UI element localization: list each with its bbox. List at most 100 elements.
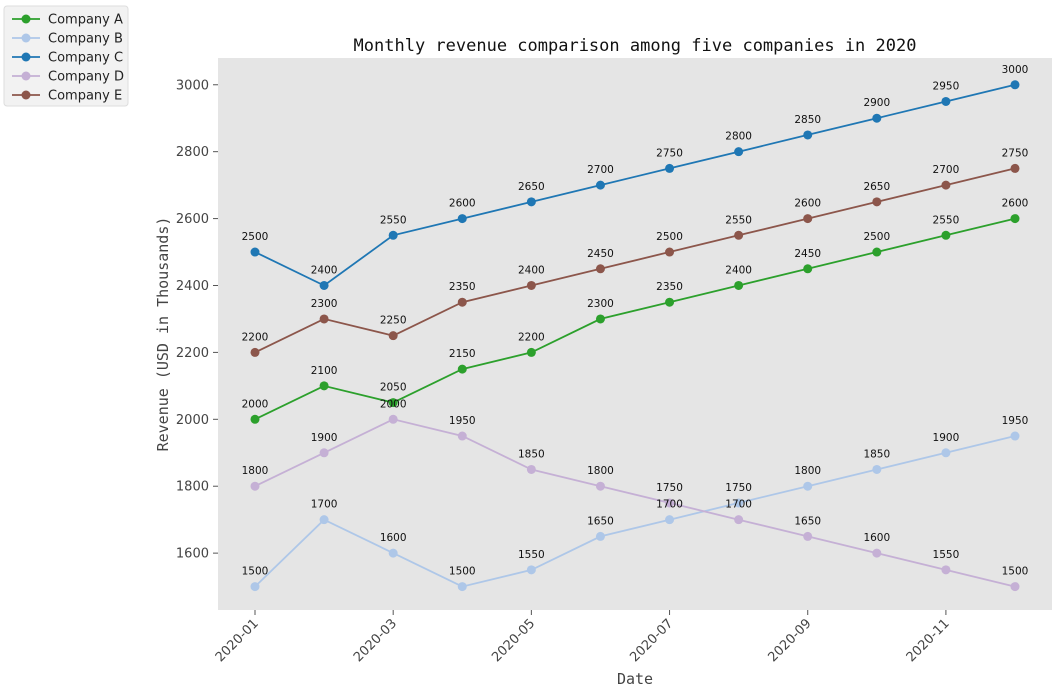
data-label-company-c: 2850 <box>794 114 821 126</box>
point-company-e <box>388 331 398 341</box>
data-label-company-a: 2300 <box>587 298 614 310</box>
point-company-c <box>941 96 951 106</box>
point-company-b <box>1010 431 1020 441</box>
data-label-company-e: 2700 <box>933 164 960 176</box>
point-company-a <box>803 264 813 274</box>
data-label-company-b: 1700 <box>656 499 683 511</box>
point-company-a <box>526 347 536 357</box>
point-company-d <box>872 548 882 558</box>
series-line-company-a <box>254 217 1016 421</box>
y-axis: 1600 1800 2000 2200 2400 2600 2800 3000 <box>176 78 218 562</box>
point-company-d <box>734 515 744 525</box>
data-label-company-b: 1700 <box>311 499 338 511</box>
legend-marker-company-c <box>21 52 31 62</box>
point-company-c <box>1010 80 1020 90</box>
point-company-c <box>526 197 536 207</box>
x-tick-label: 2020-03 <box>351 616 400 665</box>
point-company-c <box>319 280 329 290</box>
x-axis-label: Date <box>617 670 653 688</box>
data-label-company-d: 2000 <box>380 398 407 410</box>
point-company-a <box>1010 214 1020 224</box>
data-label-company-a: 2200 <box>518 331 545 343</box>
data-label-company-e: 2200 <box>242 331 269 343</box>
point-company-b <box>665 515 675 525</box>
point-company-e <box>872 197 882 207</box>
legend-label-company-c: Company C <box>48 51 123 66</box>
series-layer <box>250 80 1020 592</box>
data-label-company-b: 1850 <box>863 448 890 460</box>
point-company-d <box>457 431 467 441</box>
data-label-company-d: 1850 <box>518 448 545 460</box>
legend-marker-company-e <box>21 90 31 100</box>
data-label-company-e: 2450 <box>587 248 614 260</box>
x-tick-label: 2020-11 <box>904 616 953 665</box>
point-company-b <box>457 582 467 592</box>
series-line-company-c <box>254 83 1016 287</box>
data-label-company-c: 2950 <box>933 80 960 92</box>
point-company-a <box>734 280 744 290</box>
data-label-company-d: 1700 <box>725 499 752 511</box>
data-label-company-c: 2400 <box>311 264 338 276</box>
y-tick-label: 2200 <box>176 346 209 361</box>
data-label-company-d: 1750 <box>656 482 683 494</box>
point-company-d <box>803 531 813 541</box>
data-label-company-b: 1900 <box>933 432 960 444</box>
data-label-company-b: 1650 <box>587 515 614 527</box>
data-label-company-d: 1550 <box>933 549 960 561</box>
y-tick-label: 1800 <box>176 480 209 495</box>
point-company-a <box>872 247 882 257</box>
data-label-company-e: 2750 <box>1002 147 1029 159</box>
x-tick-label: 2020-09 <box>766 616 815 665</box>
data-label-company-a: 2100 <box>311 365 338 377</box>
data-label-company-e: 2600 <box>794 198 821 210</box>
point-company-d <box>595 481 605 491</box>
point-company-d <box>665 498 675 508</box>
point-company-c <box>872 113 882 123</box>
point-company-d <box>319 448 329 458</box>
legend: Company A Company B Company C Company D Comp… <box>3 5 129 107</box>
y-tick-label: 2400 <box>176 279 209 294</box>
data-label-company-e: 2400 <box>518 264 545 276</box>
data-label-company-a: 2600 <box>1002 198 1029 210</box>
data-label-company-a: 2500 <box>863 231 890 243</box>
data-label-company-a: 2550 <box>933 214 960 226</box>
point-company-d <box>941 565 951 575</box>
data-label-company-d: 1900 <box>311 432 338 444</box>
point-company-b <box>388 548 398 558</box>
point-company-a <box>941 230 951 240</box>
y-tick-label: 2800 <box>176 145 209 160</box>
y-axis-label: Revenue (USD in Thousands) <box>154 217 172 452</box>
point-company-e <box>941 180 951 190</box>
data-label-company-e: 2300 <box>311 298 338 310</box>
point-company-e <box>526 280 536 290</box>
point-company-c <box>734 147 744 157</box>
data-label-company-d: 1800 <box>587 465 614 477</box>
point-company-b <box>734 498 744 508</box>
y-tick-label: 1600 <box>176 547 209 562</box>
x-axis: 2020-01 2020-03 2020-05 2020-07 2020-09 2020-… <box>213 610 953 665</box>
data-labels: 2000 2100 2050 2150 2200 2300 2350 2400 2450 2500… <box>242 64 1029 578</box>
point-company-a <box>319 381 329 391</box>
data-label-company-a: 2150 <box>449 348 476 360</box>
legend-label-company-d: Company D <box>48 70 124 85</box>
legend-marker-company-b <box>21 33 31 43</box>
chart-title: Monthly revenue comparison among five co… <box>354 36 917 56</box>
x-tick-label: 2020-07 <box>627 616 676 665</box>
data-label-company-b: 1500 <box>449 566 476 578</box>
data-label-company-a: 2050 <box>380 382 407 394</box>
point-company-a <box>665 297 675 307</box>
point-company-e <box>734 230 744 240</box>
point-company-c <box>250 247 260 257</box>
data-label-company-b: 1550 <box>518 549 545 561</box>
data-label-company-e: 2550 <box>725 214 752 226</box>
point-company-b <box>803 481 813 491</box>
data-label-company-c: 2650 <box>518 181 545 193</box>
series-line-company-b <box>254 435 1016 588</box>
data-label-company-a: 2400 <box>725 264 752 276</box>
data-label-company-a: 2450 <box>794 248 821 260</box>
data-label-company-c: 2500 <box>242 231 269 243</box>
point-company-c <box>803 130 813 140</box>
data-label-company-e: 2650 <box>863 181 890 193</box>
point-company-c <box>388 230 398 240</box>
